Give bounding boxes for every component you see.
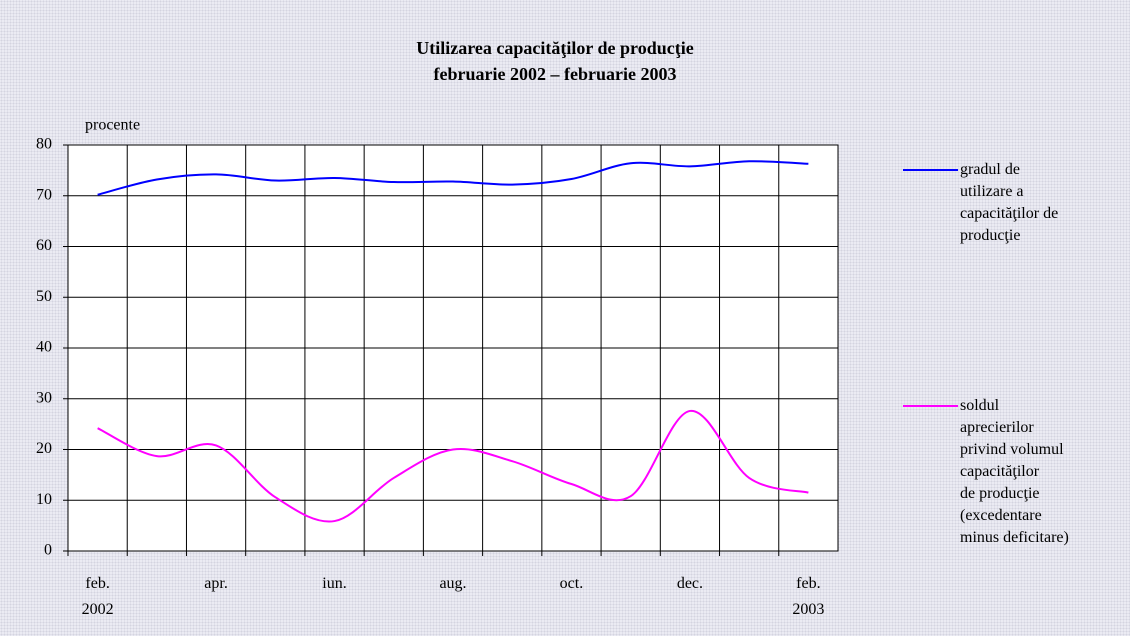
y-tick-label: 70 xyxy=(36,186,52,203)
x-tick-label: aug. xyxy=(439,575,467,592)
y-tick-label: 10 xyxy=(36,491,52,508)
x-tick-label: apr. xyxy=(204,575,228,592)
y-tick-label: 20 xyxy=(36,440,52,457)
series-line xyxy=(97,160,809,196)
y-axis-label: procente xyxy=(85,117,140,134)
series-line xyxy=(97,409,809,523)
y-tick-label: 0 xyxy=(44,542,52,559)
x-tick-label: feb. 2002 xyxy=(81,575,114,618)
y-tick-label: 30 xyxy=(36,389,52,406)
y-tick-label: 50 xyxy=(36,288,52,305)
x-tick-label: oct. xyxy=(559,575,584,592)
legend-label: gradul de utilizare a capacităţilor de p… xyxy=(960,161,1059,244)
x-tick-label: dec. xyxy=(676,575,704,592)
y-tick-label: 40 xyxy=(36,339,52,356)
chart-title: Utilizarea capacităţilor de producţie xyxy=(416,38,693,58)
y-tick-label: 60 xyxy=(36,237,52,254)
chart-subtitle: februarie 2002 – februarie 2003 xyxy=(434,64,677,84)
legend-label: soldul aprecierilor privind volumul capa… xyxy=(960,397,1069,546)
x-tick-label: iun. xyxy=(322,575,347,592)
x-tick-label: feb. 2003 xyxy=(792,575,825,618)
y-tick-label: 80 xyxy=(36,136,52,153)
